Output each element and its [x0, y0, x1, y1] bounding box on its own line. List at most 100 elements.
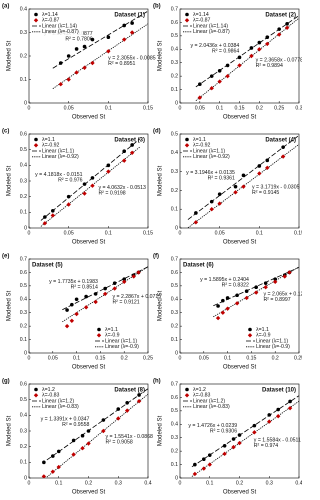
equation: y = 1.7735x + 0.1983: [49, 279, 98, 285]
x-tick-label: 0: [179, 105, 182, 111]
legend-marker: [184, 393, 190, 398]
legend-marker: [185, 12, 189, 17]
r-squared: R² = 0.7806: [65, 36, 92, 42]
y-tick-label: 0.5: [171, 131, 178, 137]
y-tick-label: 0.2: [20, 53, 27, 59]
y-tick-label: 0.3: [20, 30, 27, 36]
data-point: [136, 270, 141, 275]
x-tick-label: 0.05: [195, 105, 205, 111]
data-point: [241, 184, 246, 189]
panel: (a) 0 0.1 0.2 0.3 0.4 0 0.05 0.1 0.15 Observed St M…: [2, 4, 156, 121]
x-tick-label: 0.1: [73, 355, 80, 361]
dataset-title: Dataset (8): [114, 388, 145, 394]
dataset-title: Dataset (2): [265, 13, 296, 19]
data-point: [217, 79, 222, 84]
y-tick-label: 0.1: [171, 207, 178, 213]
panel-label: (g): [2, 379, 10, 385]
data-point: [221, 298, 225, 303]
y-tick-label: 0.1: [20, 337, 27, 343]
data-point: [66, 202, 71, 207]
data-point: [130, 21, 134, 25]
r-squared: R² = 0.9306: [210, 429, 237, 435]
fit-line: [187, 134, 299, 220]
y-tick-label: 0.1: [171, 462, 178, 468]
r-squared: R² = 0.9058: [105, 439, 132, 445]
legend-label: λ=-0.9: [105, 333, 120, 339]
panel-label: (b): [153, 4, 161, 10]
legend-label: λ=-0.92: [193, 143, 211, 149]
equation: y = 2.065x + 0.1246: [263, 292, 302, 298]
panel-label: (c): [2, 129, 9, 135]
data-point: [198, 82, 202, 86]
x-axis-title: Observed St: [223, 365, 257, 371]
dataset-title: Dataset (1): [114, 13, 145, 19]
x-tick-label: 0.05: [199, 355, 209, 361]
equation: y = 2.3658x - 0.0778: [256, 58, 302, 64]
x-tick-label: 0: [179, 480, 182, 486]
y-axis-title: Modeled St: [158, 40, 164, 71]
data-point: [137, 393, 141, 397]
data-point: [244, 289, 249, 294]
data-point: [64, 323, 70, 329]
data-point: [129, 150, 135, 155]
data-point: [74, 47, 79, 51]
data-point: [265, 158, 270, 163]
y-tick-label: 0.4: [171, 297, 178, 303]
data-point: [66, 194, 71, 199]
y-tick-label: 0.1: [171, 87, 178, 93]
plot-frame: [28, 258, 149, 354]
plot-content: [40, 138, 141, 227]
data-point: [125, 401, 129, 405]
x-tick-label: 0.2: [121, 355, 128, 361]
data-point: [69, 318, 75, 323]
data-point: [51, 208, 55, 213]
y-tick-label: 0.4: [171, 47, 178, 53]
x-tick-label: 0.3: [115, 480, 122, 486]
data-point: [241, 173, 246, 178]
data-point: [102, 291, 108, 297]
y-tick-label: 0.2: [171, 449, 178, 455]
equation: y = 1.3391x + 0.0347: [41, 416, 90, 422]
y-tick-label: 0.7: [171, 381, 178, 387]
y-tick-label: 0.2: [171, 74, 178, 80]
data-point: [249, 53, 254, 59]
data-point: [225, 296, 230, 300]
legend-marker: [34, 12, 38, 17]
panel: (e) 0 0.1 0.2 0.3 0.4 0.5 0.6 0.7 0 0.05 0.1 0.15 0.2…: [2, 254, 161, 371]
r-squared: R² = 0.9864: [212, 49, 239, 55]
fit-line: [52, 23, 148, 89]
data-point: [101, 418, 106, 422]
r-squared: R² = 0.8997: [263, 297, 290, 303]
y-axis-title: Modeled St: [7, 415, 13, 446]
data-point: [284, 25, 290, 30]
panel-label: (a): [2, 4, 9, 10]
data-point: [267, 419, 272, 424]
x-tick-label: 0: [179, 230, 182, 236]
panel: (c) 0 0.1 0.2 0.3 0.4 0.5 0.6 0 0.05 0.1 0.15 Observ…: [2, 129, 153, 246]
x-tick-label: 0.1: [224, 355, 231, 361]
x-axis-title: Observed St: [72, 365, 106, 371]
plot-content: [213, 266, 299, 321]
dataset-title: Dataset (10): [262, 388, 296, 394]
panel: (f) 0 0.1 0.2 0.3 0.4 0.5 0.6 0.7 0 0.05 0.1 0.15 0.2…: [153, 254, 302, 371]
x-tick-label: 0.05: [64, 230, 74, 236]
legend-label: λ=-0.83: [42, 393, 60, 399]
data-point: [192, 471, 198, 477]
data-point: [237, 433, 242, 437]
data-point: [207, 462, 212, 467]
legend-label: Linear (λ=1.2): [193, 398, 225, 404]
y-tick-label: 0: [175, 350, 178, 356]
x-axis-title: Observed St: [223, 115, 257, 121]
x-tick-label: 0.25: [294, 355, 302, 361]
x-tick-label: 0.3: [266, 480, 273, 486]
data-point: [58, 82, 63, 87]
data-point: [234, 301, 240, 306]
x-tick-label: 0.15: [95, 355, 105, 361]
legend-label: λ=1.1: [42, 137, 55, 143]
legend-label: λ=-0.87: [42, 18, 60, 24]
y-tick-label: 0.1: [20, 210, 27, 216]
data-point: [249, 46, 254, 50]
data-point: [70, 302, 74, 307]
y-tick-label: 0.4: [20, 163, 27, 169]
data-point: [56, 449, 61, 454]
